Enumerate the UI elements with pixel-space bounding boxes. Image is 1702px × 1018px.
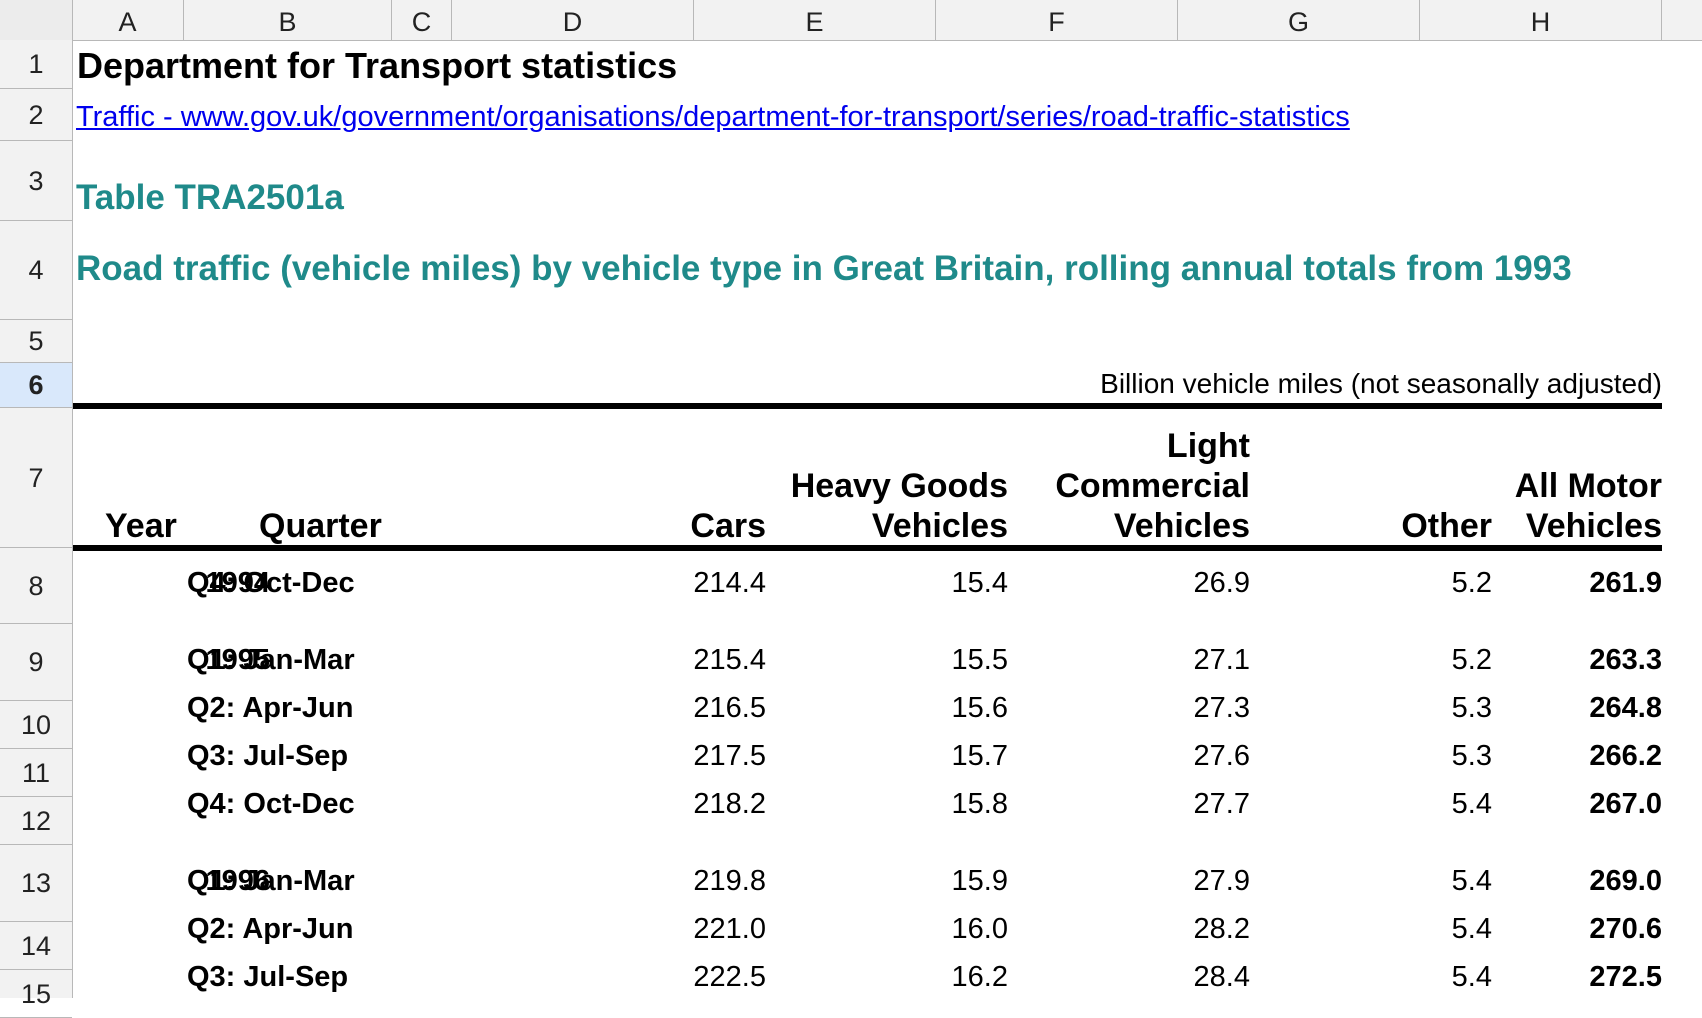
lcv-cell[interactable]: 26.9 <box>1193 567 1250 599</box>
sheet-title: Department for Transport statistics <box>77 45 678 86</box>
year-cell[interactable]: 1996 <box>205 865 270 897</box>
quarter-cell[interactable]: Q3: Jul-Sep <box>187 740 349 772</box>
other-cell[interactable]: 5.4 <box>1451 865 1492 897</box>
hgv-cell[interactable]: 15.9 <box>951 865 1008 897</box>
quarter-cell[interactable]: Q3: Jul-Sep <box>187 961 349 993</box>
lcv-cell[interactable]: 27.6 <box>1193 740 1250 772</box>
cars-cell[interactable]: 219.8 <box>693 865 766 897</box>
lcv-cell[interactable]: 27.9 <box>1193 865 1250 897</box>
column-header-b[interactable]: B <box>184 0 392 40</box>
header-all-line1: All Motor <box>1514 467 1662 505</box>
column-header-bar: A B C D E F G H <box>0 0 1702 41</box>
table-title: Road traffic (vehicle miles) by vehicle … <box>76 249 1572 288</box>
header-cars: Cars <box>690 507 766 545</box>
all-vehicles-cell[interactable]: 266.2 <box>1589 740 1662 772</box>
cell-grid[interactable]: Department for Transport statistics Traf… <box>73 41 1702 998</box>
column-header-h[interactable]: H <box>1420 0 1662 40</box>
column-header-g[interactable]: G <box>1178 0 1420 40</box>
year-cell[interactable]: 1995 <box>205 644 270 676</box>
header-lcv-line1: Light <box>1166 427 1250 465</box>
lcv-cell[interactable]: 27.3 <box>1193 692 1250 724</box>
header-bottom-rule <box>73 545 1662 551</box>
column-header-d[interactable]: D <box>452 0 694 40</box>
hgv-cell[interactable]: 15.7 <box>951 740 1008 772</box>
header-hgv-line2: Vehicles <box>871 507 1008 545</box>
row-header-8[interactable]: 8 <box>0 548 72 624</box>
cars-cell[interactable]: 218.2 <box>693 788 766 820</box>
row-header-10[interactable]: 10 <box>0 701 72 749</box>
other-cell[interactable]: 5.4 <box>1451 913 1492 945</box>
column-header-c[interactable]: C <box>392 0 452 40</box>
row-header-12[interactable]: 12 <box>0 797 72 845</box>
quarter-cell[interactable]: Q2: Apr-Jun <box>187 692 354 724</box>
select-all-corner[interactable] <box>0 0 73 40</box>
row-header-7[interactable]: 7 <box>0 408 72 548</box>
row-header-5[interactable]: 5 <box>0 320 72 363</box>
cars-cell[interactable]: 214.4 <box>693 567 766 599</box>
quarter-cell[interactable]: Q4: Oct-Dec <box>187 567 355 599</box>
table-id: Table TRA2501a <box>76 178 344 217</box>
header-year: Year <box>105 507 177 545</box>
hgv-cell[interactable]: 15.6 <box>951 692 1008 724</box>
all-vehicles-cell[interactable]: 272.5 <box>1589 961 1662 993</box>
row-header-6[interactable]: 6 <box>0 363 72 408</box>
column-header-f[interactable]: F <box>936 0 1178 40</box>
cars-cell[interactable]: 216.5 <box>693 692 766 724</box>
row-header-13[interactable]: 13 <box>0 845 72 922</box>
row-header-1[interactable]: 1 <box>0 40 72 89</box>
all-vehicles-cell[interactable]: 269.0 <box>1589 865 1662 897</box>
year-cell[interactable]: 1994 <box>205 567 270 599</box>
header-all-line2: Vehicles <box>1525 507 1662 545</box>
all-vehicles-cell[interactable]: 264.8 <box>1589 692 1662 724</box>
row-header-14[interactable]: 14 <box>0 922 72 970</box>
all-vehicles-cell[interactable]: 261.9 <box>1589 567 1662 599</box>
other-cell[interactable]: 5.4 <box>1451 961 1492 993</box>
quarter-cell[interactable]: Q2: Apr-Jun <box>187 913 354 945</box>
lcv-cell[interactable]: 28.2 <box>1193 913 1250 945</box>
lcv-cell[interactable]: 27.1 <box>1193 644 1250 676</box>
hgv-cell[interactable]: 16.0 <box>951 913 1008 945</box>
row-header-bar: 1 2 3 4 5 6 7 8 9 10 11 12 13 14 15 <box>0 40 73 1018</box>
cars-cell[interactable]: 221.0 <box>693 913 766 945</box>
other-cell[interactable]: 5.3 <box>1451 692 1492 724</box>
other-cell[interactable]: 5.4 <box>1451 788 1492 820</box>
header-lcv-line2: Commercial <box>1055 467 1250 505</box>
units-note: Billion vehicle miles (not seasonally ad… <box>1100 368 1662 399</box>
other-cell[interactable]: 5.2 <box>1451 644 1492 676</box>
all-vehicles-cell[interactable]: 263.3 <box>1589 644 1662 676</box>
cars-cell[interactable]: 217.5 <box>693 740 766 772</box>
row-header-9[interactable]: 9 <box>0 624 72 701</box>
header-hgv-line1: Heavy Goods <box>790 467 1008 505</box>
all-vehicles-cell[interactable]: 267.0 <box>1589 788 1662 820</box>
cars-cell[interactable]: 215.4 <box>693 644 766 676</box>
hgv-cell[interactable]: 16.2 <box>951 961 1008 993</box>
lcv-cell[interactable]: 28.4 <box>1193 961 1250 993</box>
header-quarter: Quarter <box>259 507 382 545</box>
quarter-cell[interactable]: Q4: Oct-Dec <box>187 788 355 820</box>
lcv-cell[interactable]: 27.7 <box>1193 788 1250 820</box>
cars-cell[interactable]: 222.5 <box>693 961 766 993</box>
all-vehicles-cell[interactable]: 270.6 <box>1589 913 1662 945</box>
header-lcv-line3: Vehicles <box>1113 507 1250 545</box>
row-header-11[interactable]: 11 <box>0 749 72 797</box>
column-header-a[interactable]: A <box>72 0 184 40</box>
other-cell[interactable]: 5.2 <box>1451 567 1492 599</box>
column-header-e[interactable]: E <box>694 0 936 40</box>
row-header-15[interactable]: 15 <box>0 970 72 1018</box>
hgv-cell[interactable]: 15.4 <box>951 567 1008 599</box>
header-other: Other <box>1401 507 1492 545</box>
hgv-cell[interactable]: 15.5 <box>951 644 1008 676</box>
row-header-2[interactable]: 2 <box>0 89 72 141</box>
row-header-4[interactable]: 4 <box>0 221 72 320</box>
hgv-cell[interactable]: 15.8 <box>951 788 1008 820</box>
other-cell[interactable]: 5.3 <box>1451 740 1492 772</box>
header-top-rule <box>73 403 1662 409</box>
source-link[interactable]: Traffic - www.gov.uk/government/organisa… <box>76 101 1350 133</box>
quarter-cell[interactable]: Q1: Jan-Mar <box>187 644 355 676</box>
row-header-3[interactable]: 3 <box>0 141 72 221</box>
quarter-cell[interactable]: Q1: Jan-Mar <box>187 865 355 897</box>
